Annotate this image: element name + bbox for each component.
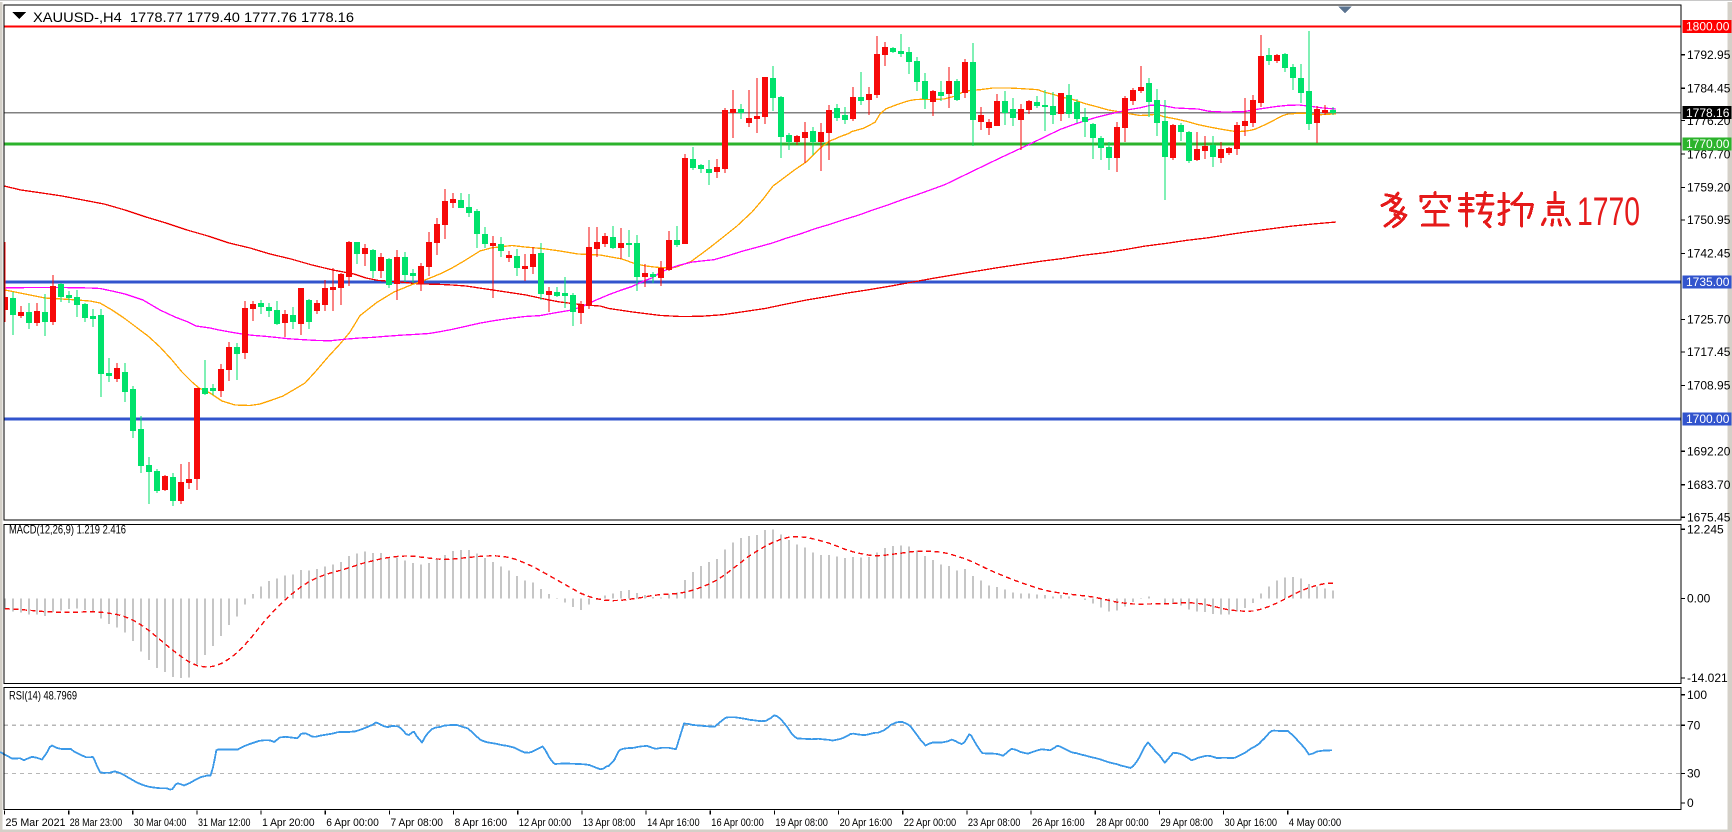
svg-text:19 Apr 08:00: 19 Apr 08:00 (775, 817, 828, 829)
svg-text:1735.00: 1735.00 (1686, 275, 1730, 289)
svg-text:28 Apr 00:00: 28 Apr 00:00 (1096, 817, 1149, 829)
svg-text:1770.00: 1770.00 (1686, 137, 1730, 151)
svg-text:1742.45: 1742.45 (1687, 247, 1731, 261)
svg-text:1750.95: 1750.95 (1687, 213, 1731, 227)
svg-text:1675.45: 1675.45 (1687, 511, 1731, 525)
svg-text:XAUUSD-,H4 1778.77 1779.40 17: XAUUSD-,H4 1778.77 1779.40 1777.76 1778.… (33, 10, 354, 25)
svg-text:1725.70: 1725.70 (1687, 313, 1731, 327)
svg-text:4 May 00:00: 4 May 00:00 (1289, 817, 1342, 829)
svg-text:30 Mar 04:00: 30 Mar 04:00 (134, 817, 187, 829)
svg-text:1759.20: 1759.20 (1687, 181, 1731, 195)
svg-text:16 Apr 00:00: 16 Apr 00:00 (711, 817, 764, 829)
svg-text:7 Apr 08:00: 7 Apr 08:00 (391, 817, 444, 829)
svg-text:1708.95: 1708.95 (1687, 379, 1731, 393)
svg-text:12.245: 12.245 (1687, 523, 1724, 537)
svg-text:-14.021: -14.021 (1687, 671, 1728, 685)
svg-text:MACD(12,26,9) 1.219 2.416: MACD(12,26,9) 1.219 2.416 (9, 524, 126, 537)
svg-text:30: 30 (1687, 767, 1701, 781)
svg-text:6 Apr 00:00: 6 Apr 00:00 (326, 817, 379, 829)
svg-text:20 Apr 16:00: 20 Apr 16:00 (840, 817, 893, 829)
svg-text:1683.70: 1683.70 (1687, 478, 1731, 492)
svg-text:1 Apr 20:00: 1 Apr 20:00 (262, 817, 315, 829)
svg-text:1692.20: 1692.20 (1687, 445, 1731, 459)
svg-text:31 Mar 12:00: 31 Mar 12:00 (198, 817, 251, 829)
svg-text:70: 70 (1687, 719, 1701, 733)
svg-text:23 Apr 08:00: 23 Apr 08:00 (968, 817, 1021, 829)
svg-text:22 Apr 00:00: 22 Apr 00:00 (904, 817, 957, 829)
svg-text:30 Apr 16:00: 30 Apr 16:00 (1225, 817, 1278, 829)
svg-text:1767.70: 1767.70 (1687, 147, 1731, 161)
svg-text:26 Apr 16:00: 26 Apr 16:00 (1032, 817, 1085, 829)
svg-text:0: 0 (1687, 796, 1694, 810)
svg-text:RSI(14) 48.7969: RSI(14) 48.7969 (9, 690, 77, 703)
svg-text:1717.45: 1717.45 (1687, 345, 1731, 359)
svg-text:1770: 1770 (1577, 190, 1640, 234)
svg-text:28 Mar 23:00: 28 Mar 23:00 (70, 817, 123, 829)
svg-text:1700.00: 1700.00 (1686, 412, 1730, 426)
svg-text:1800.00: 1800.00 (1686, 20, 1730, 34)
svg-text:25 Mar 2021: 25 Mar 2021 (6, 817, 66, 829)
svg-text:1784.45: 1784.45 (1687, 82, 1731, 96)
svg-text:12 Apr 00:00: 12 Apr 00:00 (519, 817, 572, 829)
svg-text:14 Apr 16:00: 14 Apr 16:00 (647, 817, 700, 829)
svg-text:1792.95: 1792.95 (1687, 48, 1731, 62)
svg-text:1778.16: 1778.16 (1686, 106, 1730, 120)
svg-text:0.00: 0.00 (1687, 592, 1711, 606)
svg-text:13 Apr 08:00: 13 Apr 08:00 (583, 817, 636, 829)
svg-text:29 Apr 08:00: 29 Apr 08:00 (1160, 817, 1213, 829)
svg-text:100: 100 (1687, 688, 1707, 702)
svg-text:8 Apr 16:00: 8 Apr 16:00 (455, 817, 508, 829)
